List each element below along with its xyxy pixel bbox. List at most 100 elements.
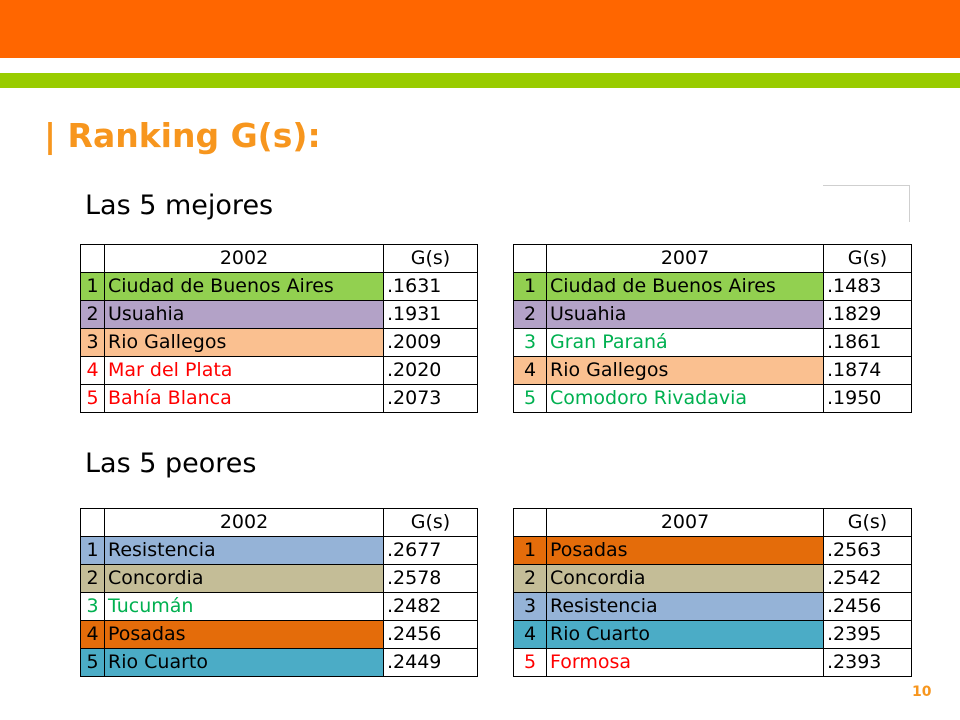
gs-value-cell: .2542: [823, 564, 912, 593]
gs-value-cell: .2482: [383, 592, 478, 621]
rank-number-cell: 1: [513, 536, 547, 565]
city-name-cell: Usuahia: [104, 300, 384, 329]
table-row: 5 Comodoro Rivadavia .1950: [513, 384, 912, 413]
table-row: 4 Mar del Plata .2020: [80, 356, 478, 385]
table-row: 4 Rio Gallegos .1874: [513, 356, 912, 385]
table-row: 1 Posadas .2563: [513, 536, 912, 565]
header-blank-cell: [513, 508, 547, 537]
gs-value-cell: .1631: [383, 272, 478, 301]
city-name-cell: Concordia: [546, 564, 824, 593]
rank-number-cell: 5: [80, 384, 105, 413]
gs-value-cell: .1931: [383, 300, 478, 329]
year-header: 2007: [546, 244, 824, 273]
table-row: 3 Tucumán .2482: [80, 592, 478, 621]
city-name-cell: Resistencia: [546, 592, 824, 621]
rank-number-cell: 4: [80, 620, 105, 649]
table-row: 3 Gran Paraná .1861: [513, 328, 912, 357]
gs-value-cell: .2395: [823, 620, 912, 649]
table-row: 3 Rio Gallegos .2009: [80, 328, 478, 357]
table-row: 1 Resistencia .2677: [80, 536, 478, 565]
gs-value-cell: .2020: [383, 356, 478, 385]
table-row: 2 Usuahia .1931: [80, 300, 478, 329]
city-name-cell: Mar del Plata: [104, 356, 384, 385]
rank-number-cell: 1: [513, 272, 547, 301]
table-row: 3 Resistencia .2456: [513, 592, 912, 621]
slide-title: | Ranking G(s):: [44, 116, 321, 155]
table-row: 5 Rio Cuarto .2449: [80, 648, 478, 677]
rank-number-cell: 2: [513, 564, 547, 593]
header-blank-cell: [80, 508, 105, 537]
table-row: 5 Bahía Blanca .2073: [80, 384, 478, 413]
gs-value-cell: .2677: [383, 536, 478, 565]
gs-value-cell: .2009: [383, 328, 478, 357]
header-orange-bar: [0, 0, 960, 58]
table-header-row: 2002 G(s): [80, 508, 478, 537]
rank-number-cell: 5: [80, 648, 105, 677]
city-name-cell: Rio Gallegos: [104, 328, 384, 357]
gs-value-cell: .2449: [383, 648, 478, 677]
decorative-box: [823, 185, 910, 222]
city-name-cell: Rio Gallegos: [546, 356, 824, 385]
rank-number-cell: 3: [80, 328, 105, 357]
table-row: 1 Ciudad de Buenos Aires .1631: [80, 272, 478, 301]
rank-number-cell: 4: [513, 620, 547, 649]
city-name-cell: Posadas: [546, 536, 824, 565]
gs-value-cell: .2393: [823, 648, 912, 677]
city-name-cell: Bahía Blanca: [104, 384, 384, 413]
worst-2002-table: 2002 G(s) 1 Resistencia .2677 2 Concordia .25…: [80, 508, 478, 677]
gs-value-cell: .1874: [823, 356, 912, 385]
city-name-cell: Tucumán: [104, 592, 384, 621]
table-header-row: 2002 G(s): [80, 244, 478, 273]
city-name-cell: Resistencia: [104, 536, 384, 565]
year-header: 2007: [546, 508, 824, 537]
city-name-cell: Ciudad de Buenos Aires: [546, 272, 824, 301]
gs-value-cell: .2578: [383, 564, 478, 593]
city-name-cell: Formosa: [546, 648, 824, 677]
city-name-cell: Usuahia: [546, 300, 824, 329]
table-row: 2 Usuahia .1829: [513, 300, 912, 329]
gs-value-cell: .2563: [823, 536, 912, 565]
rank-number-cell: 3: [513, 328, 547, 357]
rank-number-cell: 1: [80, 272, 105, 301]
city-name-cell: Ciudad de Buenos Aires: [104, 272, 384, 301]
rank-number-cell: 2: [513, 300, 547, 329]
header-green-bar: [0, 73, 960, 88]
year-header: 2002: [104, 508, 384, 537]
best-2007-table: 2007 G(s) 1 Ciudad de Buenos Aires .1483 2 U…: [513, 244, 912, 413]
table-row: 1 Ciudad de Buenos Aires .1483: [513, 272, 912, 301]
table-row: 4 Rio Cuarto .2395: [513, 620, 912, 649]
gs-value-cell: .2073: [383, 384, 478, 413]
city-name-cell: Rio Cuarto: [546, 620, 824, 649]
city-name-cell: Gran Paraná: [546, 328, 824, 357]
page-number: 10: [912, 684, 932, 700]
header-blank-cell: [513, 244, 547, 273]
city-name-cell: Concordia: [104, 564, 384, 593]
best-section-label: Las 5 mejores: [85, 190, 274, 221]
gs-header: G(s): [823, 508, 912, 537]
rank-number-cell: 5: [513, 648, 547, 677]
city-name-cell: Comodoro Rivadavia: [546, 384, 824, 413]
worst-2007-table: 2007 G(s) 1 Posadas .2563 2 Concordia .2542 3 R…: [513, 508, 912, 677]
city-name-cell: Posadas: [104, 620, 384, 649]
gs-value-cell: .1483: [823, 272, 912, 301]
table-row: 4 Posadas .2456: [80, 620, 478, 649]
table-row: 2 Concordia .2578: [80, 564, 478, 593]
rank-number-cell: 4: [513, 356, 547, 385]
rank-number-cell: 3: [513, 592, 547, 621]
worst-section-label: Las 5 peores: [85, 448, 257, 479]
gs-value-cell: .2456: [823, 592, 912, 621]
rank-number-cell: 2: [80, 300, 105, 329]
gs-header: G(s): [383, 508, 478, 537]
header-blank-cell: [80, 244, 105, 273]
rank-number-cell: 1: [80, 536, 105, 565]
gs-header: G(s): [823, 244, 912, 273]
gs-value-cell: .2456: [383, 620, 478, 649]
gs-value-cell: .1950: [823, 384, 912, 413]
rank-number-cell: 5: [513, 384, 547, 413]
gs-header: G(s): [383, 244, 478, 273]
gs-value-cell: .1861: [823, 328, 912, 357]
rank-number-cell: 3: [80, 592, 105, 621]
rank-number-cell: 2: [80, 564, 105, 593]
best-2002-table: 2002 G(s) 1 Ciudad de Buenos Aires .1631 2 U…: [80, 244, 478, 413]
city-name-cell: Rio Cuarto: [104, 648, 384, 677]
